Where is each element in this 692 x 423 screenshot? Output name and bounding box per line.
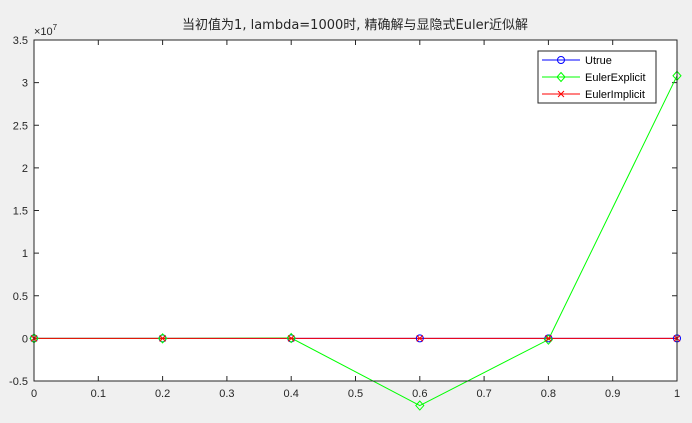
x-tick-label: 0.5 [348,388,363,400]
point-eulerimplicit [287,335,295,342]
point-eulerexplicit [415,400,425,411]
y-tick-label: 2.5 [13,120,28,132]
legend[interactable]: Utrue EulerExplicit EulerImplicit [537,50,657,104]
legend-marker-eulerimplicit [557,90,565,98]
y-tick-label: 1.5 [13,206,28,218]
y-tick-label: 1 [22,248,28,260]
x-tick-label: 0.4 [284,388,299,400]
point-eulerimplicit [159,335,166,342]
x-tick-label: 1 [674,388,680,400]
x-tick-label: 0 [31,388,37,400]
y-tick-label: 3.5 [13,35,28,47]
y-tick-label: 3 [22,78,28,90]
legend-label-utrue: Utrue [585,55,612,67]
x-tick-label: 0.2 [155,388,170,400]
point-utrue [415,334,424,343]
y-tick-label: -0.5 [9,376,28,388]
x-tick-label: 0.9 [605,388,620,400]
x-tick-label: 0.1 [91,388,106,400]
y-axis: -0.5 0 0.5 1 1.5 2 2.5 3 3.5 [9,35,677,388]
y-tick-label: 2 [22,163,28,175]
legend-marker-utrue [557,56,565,64]
chart-title: 当初值为1, lambda=1000时, 精确解与显隐式Euler近似解 [182,17,528,33]
x-tick-label: 0.8 [541,388,556,400]
point-eulerimplicit [416,335,424,342]
x-tick-label: 0.6 [412,388,427,400]
legend-label-eulerexplicit: EulerExplicit [585,72,646,84]
point-eulerexplicit [543,334,554,345]
point-eulerexplicit [157,333,168,344]
x-axis: 0 0.1 0.2 0.3 0.4 0.5 0.6 0.7 0.8 0.9 1 [31,40,680,400]
plot-frame [33,39,678,382]
y-exponent-label: ×107 [34,23,58,38]
legend-label-eulerimplicit: EulerImplicit [585,89,645,101]
y-exponent-power: 7 [53,23,58,32]
y-tick-label: 0 [22,333,28,345]
y-exponent-base: ×10 [34,26,53,38]
x-tick-label: 0.7 [476,388,491,400]
legend-marker-eulerexplicit [556,71,566,83]
point-eulerimplicit [545,335,552,342]
series-lines [33,75,678,407]
point-eulerexplicit [286,332,296,344]
y-tick-label: 0.5 [13,291,28,303]
x-tick-label: 0.3 [219,388,234,400]
